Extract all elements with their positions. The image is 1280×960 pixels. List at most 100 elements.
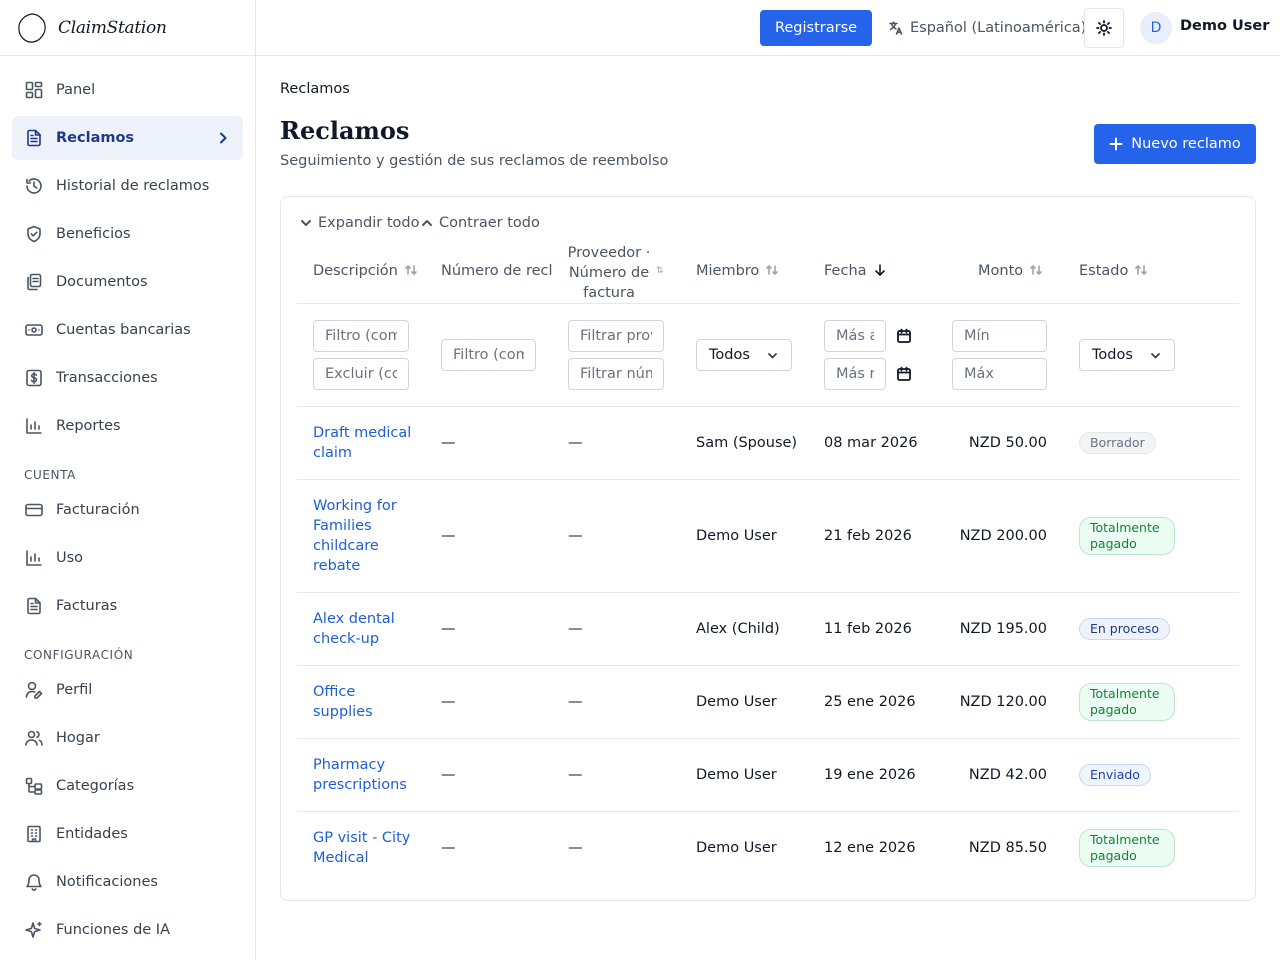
- users-icon: [24, 728, 44, 748]
- amount-max-input[interactable]: [952, 358, 1047, 390]
- status-filter-select[interactable]: Todos: [1079, 339, 1175, 371]
- sort-desc-icon: [873, 263, 887, 277]
- invoice-number-filter-input[interactable]: [568, 358, 664, 390]
- sidebar-item-label: Notificaciones: [56, 874, 158, 890]
- provider-filter-input[interactable]: [568, 320, 664, 352]
- sidebar-item-uso[interactable]: Uso: [12, 536, 243, 580]
- claim-description-link[interactable]: Office supplies: [313, 682, 423, 722]
- sidebar-item-reportes[interactable]: Reportes: [12, 404, 243, 448]
- amount-cell: NZD 195.00: [959, 621, 1047, 637]
- date-to-input[interactable]: [824, 358, 886, 390]
- desc-line: prescriptions: [313, 777, 407, 793]
- claim-description-link[interactable]: Pharmacy prescriptions: [313, 755, 423, 795]
- desc-line: rebate: [313, 558, 361, 574]
- claim-description-link[interactable]: Draft medical claim: [313, 423, 423, 463]
- desc-line: Office: [313, 684, 356, 700]
- col-header-date[interactable]: Fecha: [824, 263, 887, 279]
- member-cell: Demo User: [696, 694, 777, 710]
- calendar-icon[interactable]: [896, 366, 912, 382]
- sidebar-item-categorias[interactable]: Categorías: [12, 764, 243, 808]
- sidebar-item-reclamos[interactable]: Reclamos: [12, 116, 243, 160]
- sidebar-item-label: Reclamos: [56, 130, 135, 146]
- desc-line: GP visit - City: [313, 830, 411, 846]
- dollar-icon: [24, 368, 44, 388]
- expand-all-label: Expandir todo: [318, 215, 420, 231]
- sidebar-item-documentos[interactable]: Documentos: [12, 260, 243, 304]
- sidebar-item-beneficios[interactable]: Beneficios: [12, 212, 243, 256]
- claim-description-link[interactable]: Working for Families childcare rebate: [313, 496, 423, 576]
- calendar-icon[interactable]: [896, 328, 912, 344]
- claim-number-cell: —: [441, 435, 456, 451]
- claim-description-link[interactable]: GP visit - City Medical: [313, 828, 428, 868]
- language-selector[interactable]: Español (Latinoamérica): [888, 10, 1086, 46]
- col-header-status[interactable]: Estado: [1079, 263, 1148, 279]
- sidebar-item-label: Panel: [56, 82, 96, 98]
- desc-line: Medical: [313, 850, 369, 866]
- sidebar-item-notificaciones[interactable]: Notificaciones: [12, 860, 243, 904]
- user-name[interactable]: Demo User: [1180, 18, 1270, 34]
- sidebar-item-perfil[interactable]: Perfil: [12, 668, 243, 712]
- claim-number-filter-input[interactable]: [441, 339, 536, 371]
- sort-icon: [1134, 263, 1148, 277]
- theme-toggle-button[interactable]: [1084, 8, 1124, 48]
- col-header-description[interactable]: Descripción: [313, 263, 418, 279]
- brand-logo[interactable]: ClaimStation: [16, 12, 167, 44]
- date-cell: 25 ene 2026: [824, 694, 916, 710]
- register-button[interactable]: Registrarse: [760, 10, 872, 46]
- desc-line: claim: [313, 445, 353, 461]
- page-subtitle: Seguimiento y gestión de sus reclamos de…: [280, 153, 669, 169]
- status-line: Totalmente: [1090, 520, 1160, 535]
- brand-name: ClaimStation: [58, 18, 167, 38]
- description-exclude-input[interactable]: [313, 358, 409, 390]
- collapse-all-button[interactable]: Contraer todo: [420, 214, 540, 232]
- claim-number-cell: —: [441, 694, 456, 710]
- sidebar-item-panel[interactable]: Panel: [12, 68, 243, 112]
- bar-chart-icon: [24, 416, 44, 436]
- sidebar-item-hogar[interactable]: Hogar: [12, 716, 243, 760]
- expand-all-button[interactable]: Expandir todo: [299, 214, 419, 232]
- status-line: Totalmente: [1090, 832, 1160, 847]
- breadcrumb[interactable]: Reclamos: [280, 81, 350, 97]
- description-filter-input[interactable]: [313, 320, 409, 352]
- avatar[interactable]: D: [1140, 12, 1172, 44]
- provider-cell: —: [568, 435, 583, 451]
- layout-grid-icon: [24, 80, 44, 100]
- sidebar-item-ia[interactable]: Funciones de IA: [12, 908, 243, 952]
- sidebar-item-label: Perfil: [56, 682, 93, 698]
- date-from-input[interactable]: [824, 320, 886, 352]
- sidebar-item-entidades[interactable]: Entidades: [12, 812, 243, 856]
- shield-icon: [24, 224, 44, 244]
- sidebar-item-historial[interactable]: Historial de reclamos: [12, 164, 243, 208]
- desc-line: supplies: [313, 704, 373, 720]
- bell-icon: [24, 872, 44, 892]
- sun-icon: [1096, 20, 1112, 36]
- status-badge: Borrador: [1079, 432, 1156, 454]
- member-cell: Sam (Spouse): [696, 435, 798, 451]
- col-header-member[interactable]: Miembro: [696, 263, 779, 279]
- header-divider: [297, 303, 1239, 304]
- date-cell: 08 mar 2026: [824, 435, 918, 451]
- section-label-configuracion: CONFIGURACIÓN: [24, 648, 134, 662]
- col-header-provider[interactable]: Proveedor · Número de factura: [564, 243, 654, 303]
- chevron-down-icon: [301, 220, 311, 226]
- claim-number-cell: —: [441, 840, 456, 856]
- sidebar-item-facturacion[interactable]: Facturación: [12, 488, 243, 532]
- sidebar-item-transacciones[interactable]: Transacciones: [12, 356, 243, 400]
- sort-icon: [1029, 263, 1043, 277]
- amount-min-input[interactable]: [952, 320, 1047, 352]
- provider-sort-icon[interactable]: ⇅: [656, 266, 664, 276]
- member-filter-select[interactable]: Todos: [696, 339, 792, 371]
- claim-description-link[interactable]: Alex dental check-up: [313, 609, 423, 649]
- sidebar-item-label: Documentos: [56, 274, 148, 290]
- sidebar-item-facturas[interactable]: Facturas: [12, 584, 243, 628]
- col-header-claim-number[interactable]: Número de reclamo: [441, 263, 553, 279]
- new-claim-button[interactable]: Nuevo reclamo: [1094, 124, 1256, 164]
- status-badge: Totalmente pagado: [1079, 829, 1175, 867]
- new-claim-label: Nuevo reclamo: [1131, 136, 1241, 152]
- col-header-amount[interactable]: Monto: [978, 263, 1043, 279]
- status-line: pagado: [1090, 702, 1137, 717]
- col-header-label: Estado: [1079, 263, 1129, 279]
- status-badge: Totalmente pagado: [1079, 517, 1175, 555]
- desc-line: check-up: [313, 631, 380, 647]
- sidebar-item-cuentas[interactable]: Cuentas bancarias: [12, 308, 243, 352]
